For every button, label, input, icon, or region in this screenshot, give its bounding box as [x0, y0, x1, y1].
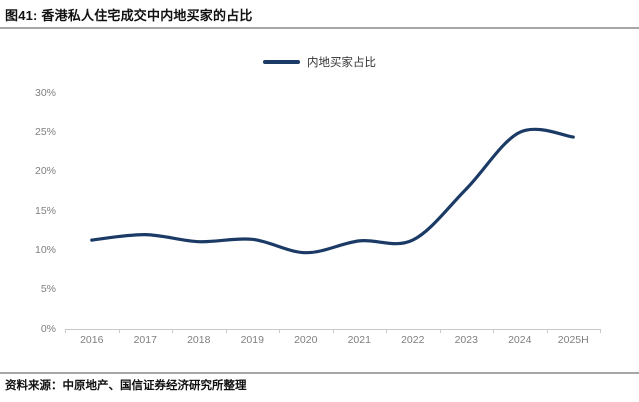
- figure-title: 图41: 香港私人住宅成交中内地买家的占比: [5, 8, 253, 23]
- x-axis-tick-label: 2022: [401, 334, 425, 346]
- x-axis-tick-label: 2016: [80, 334, 104, 346]
- top-divider: [0, 27, 639, 29]
- y-axis-tick-label: 0%: [40, 322, 56, 335]
- y-axis-tick-label: 5%: [40, 283, 56, 296]
- x-axis-tick-mark: [65, 329, 66, 333]
- x-axis-tick-label: 2024: [508, 334, 532, 346]
- x-axis-tick-mark: [172, 329, 173, 333]
- y-axis-tick-label: 15%: [34, 204, 56, 217]
- y-axis-tick-label: 25%: [34, 125, 56, 138]
- y-axis-tick-label: 20%: [34, 165, 56, 178]
- x-axis-tick-label: 2019: [240, 334, 264, 346]
- x-axis-tick-label: 2017: [133, 334, 157, 346]
- series-line-mainland-buyer-share: [90, 127, 575, 255]
- x-axis-tick-mark: [600, 329, 601, 333]
- x-axis-tick-label: 2018: [187, 334, 211, 346]
- y-axis-tick-label: 30%: [34, 86, 56, 99]
- y-axis-tick-label: 10%: [34, 243, 56, 256]
- x-axis-tick-mark: [386, 329, 387, 333]
- x-axis-tick-label: 2020: [294, 334, 318, 346]
- x-axis-tick-label: 2023: [454, 334, 478, 346]
- x-axis-tick-mark: [225, 329, 227, 333]
- source-note: 资料来源：中原地产、国信证券经济研究所整理: [5, 380, 247, 392]
- x-axis-tick-mark: [439, 329, 441, 333]
- x-axis-tick-mark: [546, 329, 548, 333]
- chart-legend: 内地买家占比: [0, 54, 639, 70]
- x-axis-tick-mark: [118, 329, 120, 333]
- legend-label: 内地买家占比: [307, 57, 376, 69]
- x-axis-tick-mark: [279, 329, 280, 333]
- x-axis-tick-label: 2025H: [557, 334, 589, 346]
- bottom-divider: [0, 372, 639, 374]
- legend-line-icon: [263, 60, 300, 64]
- x-axis-tick-label: 2021: [347, 334, 371, 346]
- x-axis-tick-mark: [332, 329, 334, 333]
- x-axis-tick-mark: [493, 329, 494, 333]
